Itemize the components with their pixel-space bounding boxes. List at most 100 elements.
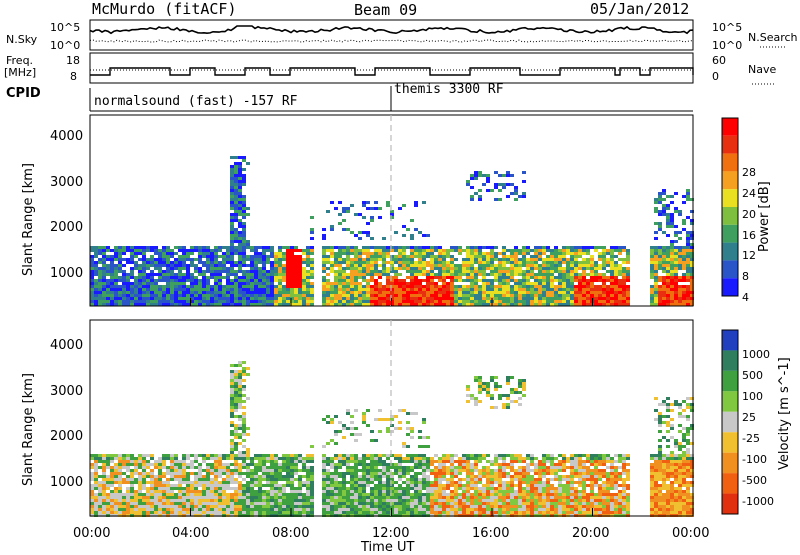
power-cell-2526 — [602, 285, 606, 288]
power-cell-1516 — [394, 288, 398, 291]
nave-label: Nave — [748, 63, 777, 76]
power-cell-1529 — [398, 264, 402, 267]
power-cell-432 — [182, 303, 186, 306]
power-cell-2650 — [650, 291, 654, 294]
power-cell-2775 — [670, 252, 674, 255]
power-cell-114 — [114, 258, 118, 261]
power-cell-2081 — [510, 183, 514, 186]
power-cell-2682 — [658, 192, 662, 195]
velocity-cell-917 — [262, 466, 266, 469]
velocity-cell-625 — [222, 457, 226, 460]
power-cell-1824 — [458, 303, 462, 306]
power-cell-1855 — [466, 288, 470, 291]
velocity-cell-573 — [210, 487, 214, 490]
power-cell-2779 — [670, 264, 674, 267]
velocity-cell-1607 — [402, 445, 406, 448]
velocity-cell-1958 — [470, 469, 474, 472]
velocity-cell-1811 — [438, 505, 442, 508]
power-cell-233 — [142, 249, 146, 252]
power-cell-1201 — [334, 294, 338, 297]
velocity-cell-531 — [202, 478, 206, 481]
power-cell-199 — [134, 252, 138, 255]
power-cell-975 — [278, 303, 282, 306]
velocity-cell-31 — [94, 496, 98, 499]
power-cell-2096 — [510, 291, 514, 294]
power-cell-2886 — [686, 285, 690, 288]
velocity-cell-167 — [122, 511, 126, 514]
power-cell-1612 — [414, 273, 418, 276]
velocity-cell-324 — [158, 475, 162, 478]
velocity-cell-2052 — [486, 472, 490, 475]
velocity-cell-1734 — [422, 505, 426, 508]
power-cell-1587 — [410, 264, 414, 267]
velocity-cell-387 — [170, 493, 174, 496]
velocity-cell-1419 — [366, 475, 370, 478]
velocity-cell-1422 — [366, 484, 370, 487]
velocity-cell-811 — [242, 454, 246, 457]
power-cell-1814 — [458, 270, 462, 273]
velocity-cell-1754 — [426, 502, 430, 505]
velocity-cell-1127 — [306, 472, 310, 475]
power-cell-649 — [230, 228, 234, 231]
freq-right-tick-bottom: 0 — [712, 70, 719, 83]
power-cell-2485 — [594, 264, 598, 267]
velocity-cell-1696 — [418, 457, 422, 460]
power-cell-1523 — [398, 246, 402, 249]
velocity-cell-551 — [206, 478, 210, 481]
power-cell-309 — [158, 264, 162, 267]
power-cell-2391 — [574, 246, 578, 249]
velocity-cell-2035 — [482, 493, 486, 496]
beam-label: Beam 09 — [354, 1, 418, 19]
velocity-cell-923 — [262, 490, 266, 493]
velocity-cell-894 — [258, 457, 262, 460]
power-cell-239 — [142, 267, 146, 270]
power-cell-1643 — [422, 201, 426, 204]
velocity-cell-1217 — [330, 478, 334, 481]
power-cell-401 — [178, 267, 182, 270]
power-cell-1699 — [430, 297, 434, 300]
power-cell-1517 — [394, 291, 398, 294]
power-cell-2667 — [654, 261, 658, 264]
power-cell-1781 — [450, 270, 454, 273]
power-cell-1316 — [358, 231, 362, 234]
power-cell-2665 — [654, 255, 658, 258]
power-cell-2402 — [574, 279, 578, 282]
power-cell-2616 — [622, 294, 626, 297]
velocity-cell-1687 — [414, 502, 418, 505]
velocity-cell-1090 — [298, 460, 302, 463]
velocity-cell-182 — [126, 499, 130, 502]
power-cell-1777 — [450, 258, 454, 261]
power-cell-1227 — [338, 303, 342, 306]
power-cell-92 — [110, 249, 114, 252]
velocity-cell-1988 — [474, 487, 478, 490]
power-cell-2651 — [650, 294, 654, 297]
power-cell-1649 — [422, 258, 426, 261]
velocity-cell-619 — [218, 502, 222, 505]
power-cell-519 — [206, 246, 210, 249]
velocity-cell-725 — [234, 436, 238, 439]
velocity-cell-668 — [230, 385, 234, 388]
velocity-cell-1166 — [322, 457, 326, 460]
power-cell-1276 — [350, 252, 354, 255]
power-cell-697 — [234, 234, 238, 237]
velocity-cell-1970 — [470, 508, 474, 511]
velocity-cell-111 — [110, 511, 114, 514]
power-cell-2471 — [590, 273, 594, 276]
power-cell-726 — [238, 186, 242, 189]
power-cell-2704 — [658, 294, 662, 297]
velocity-cell-1209 — [330, 421, 334, 424]
velocity-cell-1943 — [466, 490, 470, 493]
power-cell-1113 — [310, 258, 314, 261]
power-cell-933 — [270, 288, 274, 291]
velocity-cell-1749 — [426, 487, 430, 490]
power-cell-729 — [238, 195, 242, 198]
velocity-cell-1512 — [382, 499, 386, 502]
power-cell-204 — [134, 276, 138, 279]
power-cell-716 — [234, 303, 238, 306]
power-cell-1948 — [482, 291, 486, 294]
power-cell-1957 — [486, 246, 490, 249]
power-cell-2060 — [506, 174, 510, 177]
velocity-cell-902 — [258, 484, 262, 487]
velocity-cell-1924 — [462, 508, 466, 511]
velocity-cell-1157 — [310, 499, 314, 502]
